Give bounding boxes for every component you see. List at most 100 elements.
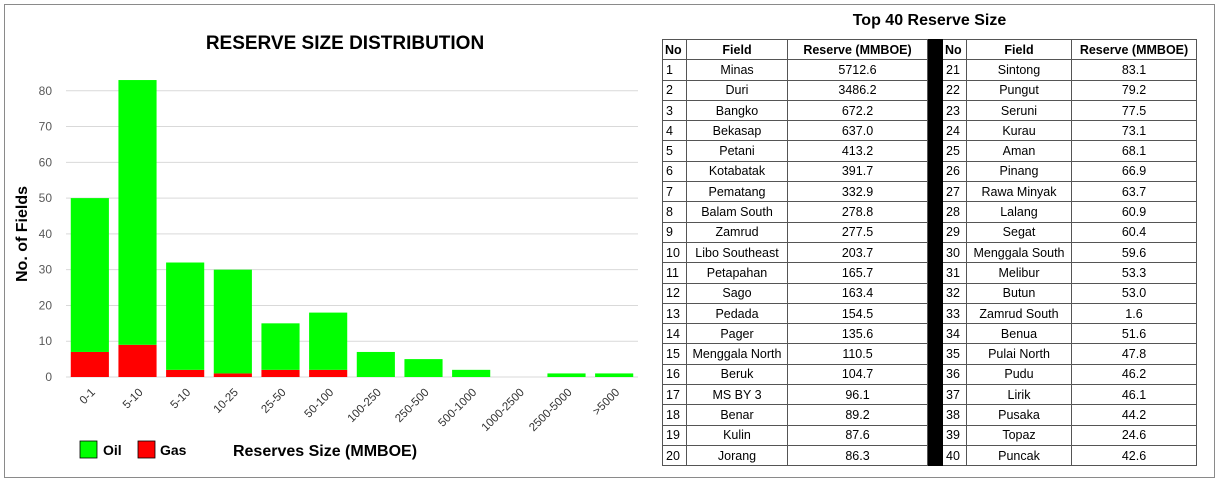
row-reserve: 637.0 [787, 120, 928, 142]
column-separator [927, 120, 943, 142]
row-no: 4 [662, 120, 687, 142]
row-field: Petani [686, 140, 788, 162]
table-row: 7 Pematang 332.9 27 Rawa Minyak 63.7 [662, 181, 1197, 203]
row-field: Segat [966, 221, 1072, 243]
row-no: 16 [662, 363, 687, 386]
column-separator [927, 181, 943, 203]
row-reserve: 60.9 [1071, 201, 1197, 223]
column-separator [927, 302, 943, 325]
table-row: 19 Kulin 87.6 39 Topaz 24.6 [662, 424, 1197, 446]
table-row: 17 MS BY 3 96.1 37 Lirik 46.1 [662, 384, 1197, 406]
row-field: Pungut [966, 79, 1072, 101]
column-separator [927, 424, 943, 446]
table-row: 15 Menggala North 110.5 35 Pulai North 47.8 [662, 343, 1197, 365]
table-row: 5 Petani 413.2 25 Aman 68.1 [662, 140, 1197, 162]
row-no: 37 [942, 384, 967, 406]
x-tick-label: 500-1000 [436, 387, 479, 430]
column-separator [927, 201, 943, 223]
row-no: 14 [662, 323, 687, 345]
table-row: 1 Minas 5712.6 21 Sintong 83.1 [662, 59, 1197, 81]
row-no: 15 [662, 343, 687, 365]
bar-oil-1 [118, 80, 157, 345]
row-reserve: 44.2 [1071, 404, 1197, 426]
row-field: Seruni [966, 99, 1072, 122]
table-row: 11 Petapahan 165.7 31 Melibur 53.3 [662, 262, 1197, 284]
row-field: Beruk [686, 363, 788, 386]
row-reserve: 66.9 [1071, 160, 1197, 183]
y-axis-label: No. of Fields [14, 186, 31, 282]
y-tick-label: 60 [39, 155, 53, 169]
bar-oil-8 [452, 369, 491, 377]
row-reserve: 96.1 [787, 384, 928, 406]
bar-oil-10 [547, 373, 586, 377]
column-separator [927, 79, 943, 101]
row-field: Bekasap [686, 120, 788, 142]
figure-frame [4, 4, 1215, 478]
row-field: Menggala North [686, 343, 788, 365]
row-reserve: 278.8 [787, 201, 928, 223]
table-row: 18 Benar 89.2 38 Pusaka 44.2 [662, 404, 1197, 426]
row-no: 10 [662, 241, 687, 264]
row-field: Puncak [966, 444, 1072, 467]
row-reserve: 59.6 [1071, 241, 1197, 264]
row-reserve: 87.6 [787, 424, 928, 446]
column-separator [927, 160, 943, 183]
x-tick-label: 100-250 [346, 387, 384, 425]
row-reserve: 277.5 [787, 221, 928, 243]
row-reserve: 154.5 [787, 302, 928, 325]
row-reserve: 51.6 [1071, 323, 1197, 345]
column-separator [927, 59, 943, 81]
row-field: Duri [686, 79, 788, 101]
header-no-right: No [942, 38, 967, 61]
table-row: 12 Sago 163.4 32 Butun 53.0 [662, 282, 1197, 304]
column-separator [927, 38, 943, 61]
table-header-row: No Field Reserve (MMBOE) No Field Reserv… [662, 38, 1197, 61]
row-field: Balam South [686, 201, 788, 223]
row-reserve: 60.4 [1071, 221, 1197, 243]
row-reserve: 1.6 [1071, 302, 1197, 325]
legend-swatch-oil [79, 440, 98, 459]
row-field: Pulai North [966, 343, 1072, 365]
row-no: 21 [942, 59, 967, 81]
row-field: Benar [686, 404, 788, 426]
column-separator [927, 444, 943, 467]
header-field-right: Field [966, 38, 1072, 61]
row-reserve: 79.2 [1071, 79, 1197, 101]
row-field: Kulin [686, 424, 788, 446]
row-reserve: 413.2 [787, 140, 928, 162]
y-tick-label: 10 [39, 334, 53, 348]
bar-gas-5 [309, 369, 348, 377]
row-no: 13 [662, 302, 687, 325]
row-no: 36 [942, 363, 967, 386]
bar-oil-4 [261, 323, 300, 370]
table-row: 10 Libo Southeast 203.7 30 Menggala South 59.… [662, 241, 1197, 264]
bar-oil-2 [166, 262, 205, 370]
x-tick-label: 25-50 [259, 387, 288, 416]
row-field: Pedada [686, 302, 788, 325]
row-field: Jorang [686, 444, 788, 467]
x-tick-label: 10-25 [212, 387, 241, 416]
row-field: Kotabatak [686, 160, 788, 183]
column-separator [927, 241, 943, 264]
x-tick-label: 5-10 [121, 387, 146, 412]
bar-oil-7 [404, 359, 443, 377]
x-tick-label: 50-100 [302, 387, 336, 421]
row-no: 17 [662, 384, 687, 406]
table-row: 3 Bangko 672.2 23 Seruni 77.5 [662, 99, 1197, 122]
reserve-size-chart: RESERVE SIZE DISTRIBUTION 0 10 20 30 40 50 60 7… [14, 33, 638, 460]
row-no: 26 [942, 160, 967, 183]
row-field: Zamrud [686, 221, 788, 243]
table-row: 9 Zamrud 277.5 29 Segat 60.4 [662, 221, 1197, 243]
row-reserve: 391.7 [787, 160, 928, 183]
row-reserve: 46.2 [1071, 363, 1197, 386]
table-row: 16 Beruk 104.7 36 Pudu 46.2 [662, 363, 1197, 386]
row-reserve: 63.7 [1071, 181, 1197, 203]
row-reserve: 73.1 [1071, 120, 1197, 142]
header-reserve-right: Reserve (MMBOE) [1071, 38, 1197, 61]
y-tick-label: 50 [39, 191, 53, 205]
row-no: 28 [942, 201, 967, 223]
row-reserve: 5712.6 [787, 59, 928, 81]
row-no: 27 [942, 181, 967, 203]
row-field: Butun [966, 282, 1072, 304]
x-tick-label: 0-1 [78, 387, 98, 407]
